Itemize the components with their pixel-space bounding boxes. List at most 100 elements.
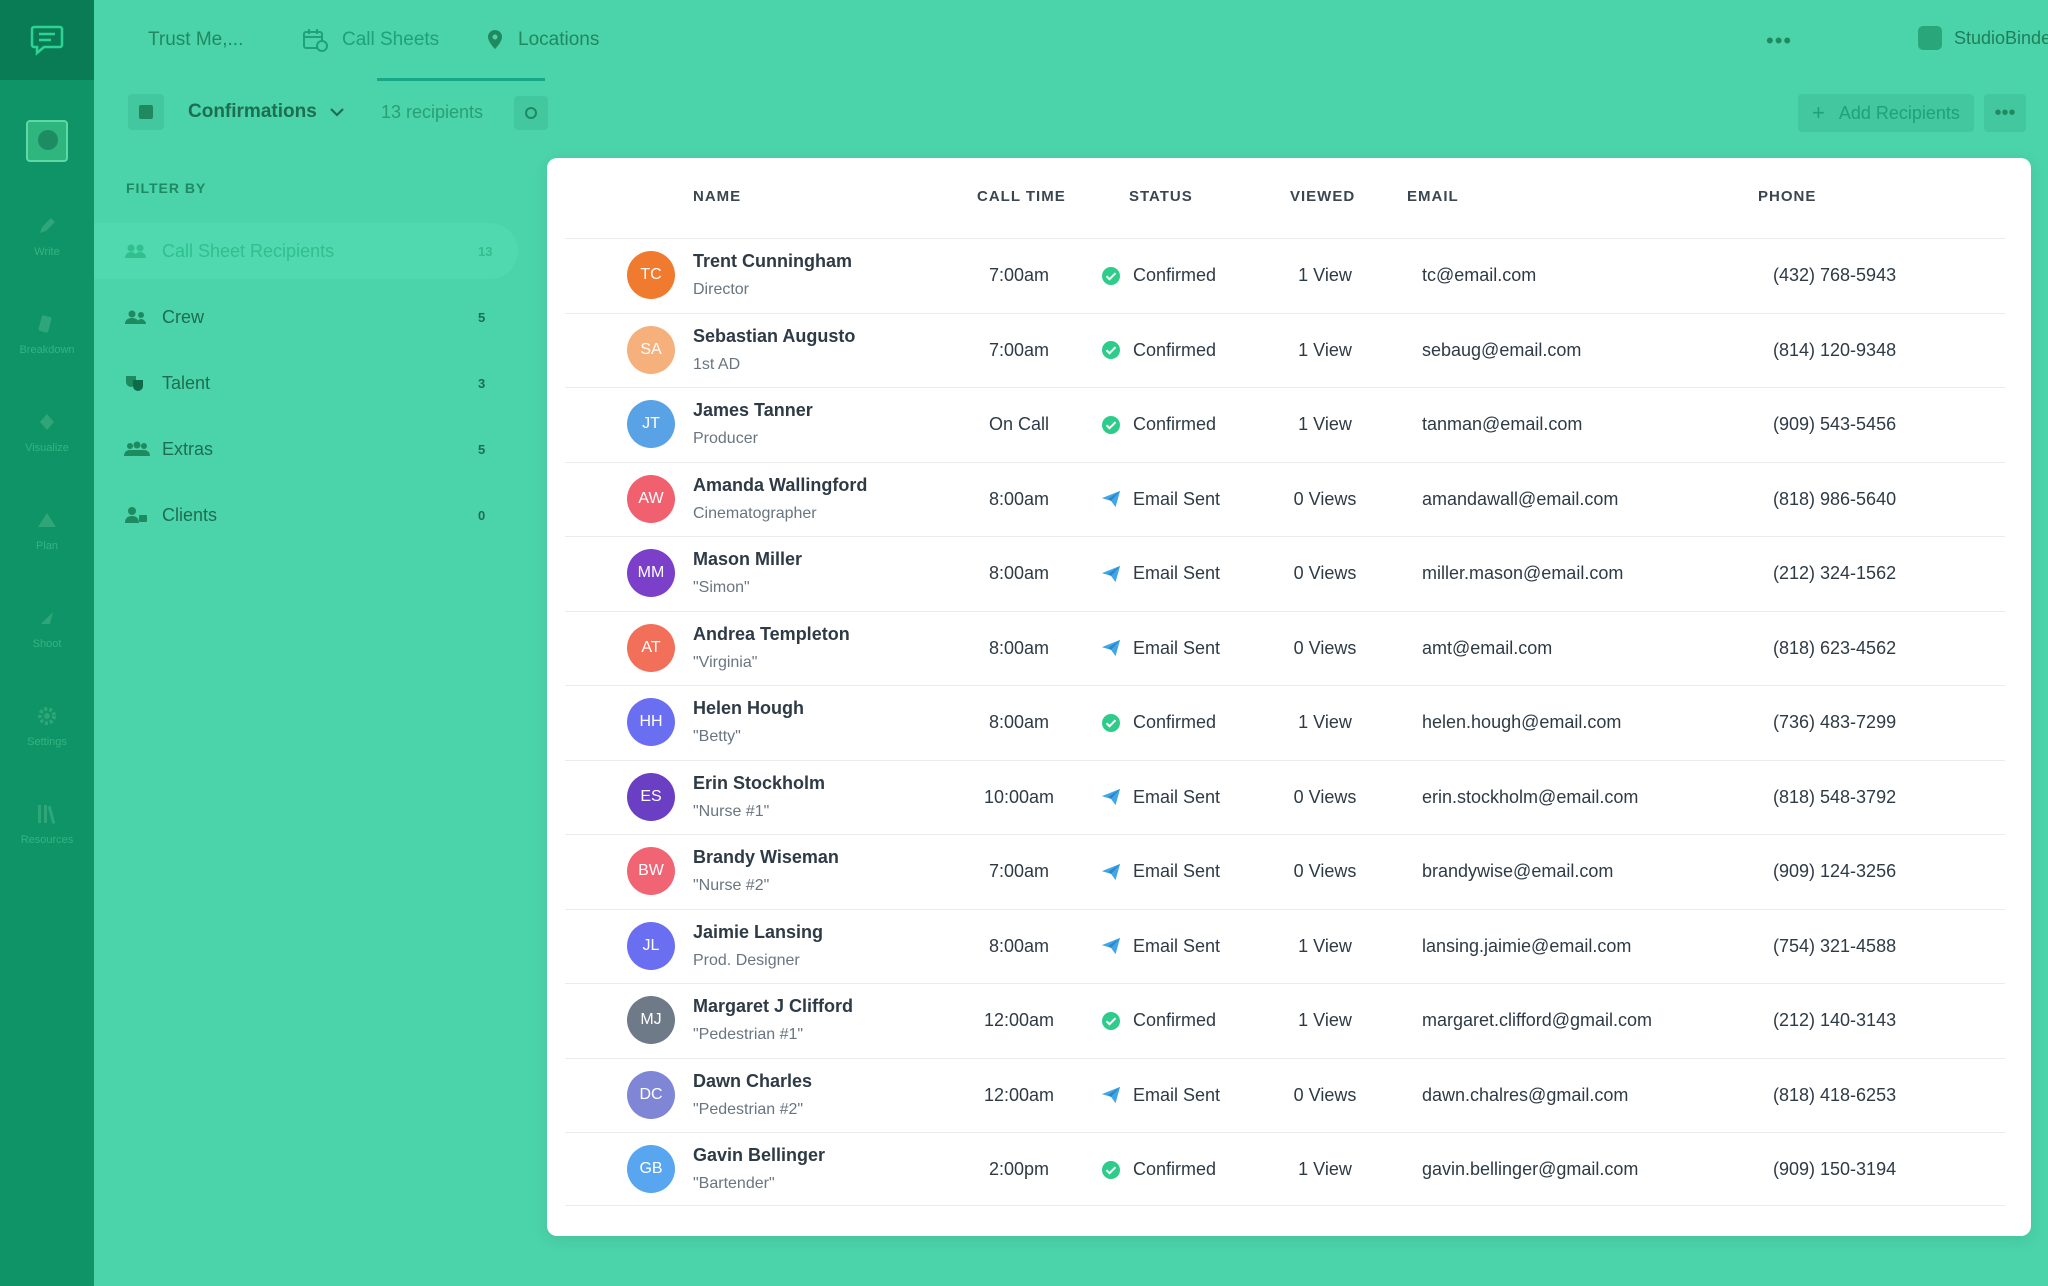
tab-locations[interactable]: Locations [486,0,599,80]
email-address[interactable]: margaret.clifford@gmail.com [1422,1010,1653,1030]
filter-item-crew[interactable]: Crew 5 [94,289,518,345]
chat-logo-icon[interactable] [0,0,94,80]
email-address[interactable]: erin.stockholm@email.com [1422,786,1639,807]
rail-item-resources[interactable]: Resources [0,802,94,872]
phone-number[interactable]: (909) 543-5456 [1773,414,1897,434]
add-recipients-button[interactable]: + Add Recipients [1798,94,1974,132]
recipient-name[interactable]: Dawn Charles [693,1070,813,1091]
recipient-name[interactable]: Trent Cunningham [693,251,852,271]
phone-number[interactable]: (814) 120-9348 [1773,339,1897,360]
email-address[interactable]: gavin.bellinger@gmail.com [1422,1159,1639,1179]
phone-number[interactable]: (736) 483-7299 [1773,712,1897,732]
avatar[interactable]: MM [627,549,675,597]
email-address[interactable]: tanman@email.com [1422,414,1583,434]
recipient-name[interactable]: Helen Hough [693,698,804,718]
avatar[interactable]: ES [627,772,675,821]
column-name[interactable]: NAME [693,188,742,205]
table-row[interactable]: DC Dawn Charles "Pedestrian #2" 12:00am Emai… [565,1057,2005,1132]
phone-number[interactable]: (754) 321-4588 [1773,935,1897,956]
avatar[interactable]: JT [627,400,675,448]
avatar[interactable]: HH [627,698,675,746]
phone-number[interactable]: (432) 768-5943 [1773,265,1897,285]
rail-item-settings[interactable]: Settings [0,704,94,774]
recipient-name[interactable]: James Tanner [693,400,813,420]
phone-number[interactable]: (818) 418-6253 [1773,1084,1897,1105]
viewed-count: 0 Views [1293,563,1357,583]
email-address[interactable]: helen.hough@email.com [1422,712,1622,732]
avatar[interactable]: JL [627,921,675,970]
phone-number[interactable]: (818) 623-4562 [1773,637,1897,658]
tab-project[interactable]: Trust Me,... [148,0,243,80]
filter-item-call-sheet-recipients[interactable]: Call Sheet Recipients 13 [94,223,518,279]
tab-call-sheets[interactable]: Call Sheets [302,0,439,80]
rail-item-visualize[interactable]: Visualize [0,410,94,480]
viewed-count: 1 View [1298,339,1352,360]
avatar[interactable]: DC [627,1070,675,1119]
rail-item-shoot[interactable]: Shoot [0,606,94,676]
rail-item-plan[interactable]: Plan [0,508,94,578]
recipient-name[interactable]: Mason Miller [693,549,803,569]
email-address[interactable]: lansing.jaimie@email.com [1422,935,1632,956]
workspace-brand[interactable]: StudioBinder [1918,26,2048,50]
refresh-button[interactable] [514,96,548,130]
table-row[interactable]: MM Mason Miller "Simon" 8:00am Email Sent 0 V… [565,536,2005,610]
email-address[interactable]: amt@email.com [1422,637,1553,658]
email-address[interactable]: amandawall@email.com [1422,488,1619,509]
email-address[interactable]: dawn.chalres@gmail.com [1422,1084,1629,1105]
phone-number[interactable]: (909) 124-3256 [1773,861,1897,881]
viewed-count: 0 Views [1293,861,1357,881]
avatar[interactable]: BW [627,847,675,895]
recipient-name[interactable]: Erin Stockholm [693,772,826,793]
table-row[interactable]: BW Brandy Wiseman "Nurse #2" 7:00am Email Se… [565,834,2005,908]
table-row[interactable]: ES Erin Stockholm "Nurse #1" 10:00am Email S… [565,759,2005,834]
email-address[interactable]: sebaug@email.com [1422,339,1582,360]
phone-number[interactable]: (212) 140-3143 [1773,1010,1897,1030]
table-row[interactable]: AT Andrea Templeton "Virginia" 8:00am Email … [565,610,2005,685]
rail-item-breakdown[interactable]: Breakdown [0,312,94,382]
recipient-name[interactable]: Andrea Templeton [693,623,850,644]
status-label: Email Sent [1133,563,1221,583]
status-label: Email Sent [1133,786,1221,807]
table-row[interactable]: JT James Tanner Producer On Call Confirmed 1 … [565,387,2005,461]
column-email[interactable]: EMAIL [1407,188,1459,205]
table-row[interactable]: TC Trent Cunningham Director 7:00am Confirme… [565,238,2005,312]
recipient-name[interactable]: Gavin Bellinger [693,1145,826,1165]
column-call-time[interactable]: CALL TIME [977,188,1066,205]
recipient-name[interactable]: Amanda Wallingford [693,474,868,495]
phone-number[interactable]: (818) 986-5640 [1773,488,1897,509]
table-row[interactable]: MJ Margaret J Clifford "Pedestrian #1" 12:0… [565,983,2005,1057]
phone-number[interactable]: (909) 150-3194 [1773,1159,1897,1179]
avatar[interactable]: AW [627,474,675,523]
phone-number[interactable]: (212) 324-1562 [1773,563,1897,583]
table-row[interactable]: GB Gavin Bellinger "Bartender" 2:00pm Confir… [565,1132,2005,1206]
table-row[interactable]: HH Helen Hough "Betty" 8:00am Confirmed 1 Vie… [565,685,2005,759]
table-row[interactable]: AW Amanda Wallingford Cinematographer 8:00a… [565,461,2005,536]
column-phone[interactable]: PHONE [1758,188,1817,205]
more-options-icon[interactable]: ••• [1766,28,1793,53]
avatar[interactable]: SA [627,325,675,374]
panel-toggle-button[interactable] [128,94,164,130]
toolbar-more-icon[interactable]: ••• [1984,94,2026,132]
avatar[interactable]: TC [627,251,675,299]
email-address[interactable]: miller.mason@email.com [1422,563,1624,583]
avatar[interactable]: GB [627,1145,675,1193]
column-status[interactable]: STATUS [1129,188,1193,205]
filter-item-clients[interactable]: Clients 0 [94,487,518,543]
email-address[interactable]: brandywise@email.com [1422,861,1614,881]
table-row[interactable]: SA Sebastian Augusto 1st AD 7:00am Confirmed… [565,312,2005,387]
recipient-name[interactable]: Margaret J Clifford [693,996,854,1016]
filter-item-talent[interactable]: Talent 3 [94,355,518,411]
recipient-name[interactable]: Jaimie Lansing [693,921,824,942]
email-address[interactable]: tc@email.com [1422,265,1537,285]
recipient-name[interactable]: Brandy Wiseman [693,847,839,867]
filter-item-extras[interactable]: Extras 5 [94,421,518,477]
avatar[interactable]: AT [627,623,675,672]
rail-item-write[interactable]: Write [0,214,94,284]
view-dropdown[interactable]: Confirmations [188,94,345,130]
recipient-name[interactable]: Sebastian Augusto [693,325,856,346]
column-viewed[interactable]: VIEWED [1290,188,1356,205]
avatar[interactable]: MJ [627,996,675,1044]
table-row[interactable]: JL Jaimie Lansing Prod. Designer 8:00am Emai… [565,908,2005,983]
phone-number[interactable]: (818) 548-3792 [1773,786,1897,807]
project-thumbnail[interactable] [26,120,68,162]
